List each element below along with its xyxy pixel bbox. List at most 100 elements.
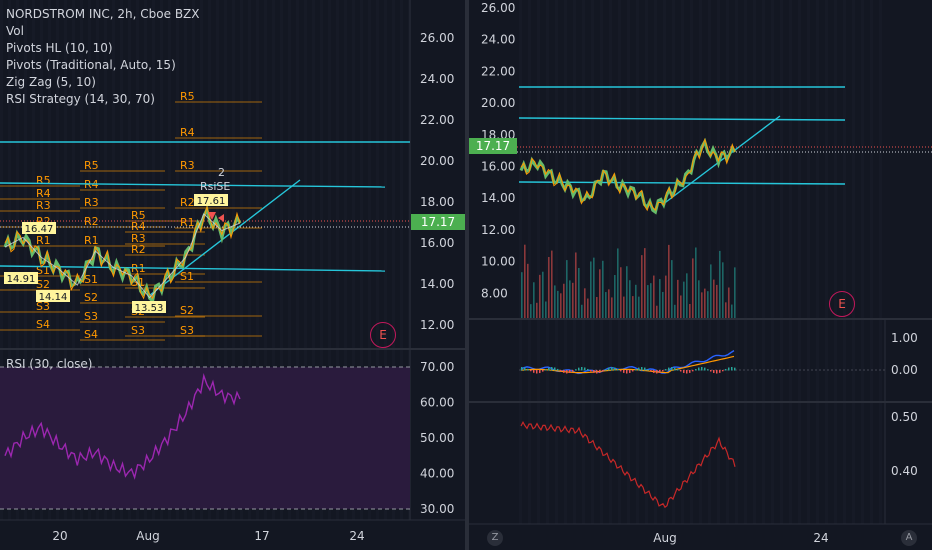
macd-hist-bar (680, 370, 682, 372)
macd-hist-bar (728, 367, 730, 371)
volume-bar (632, 296, 634, 318)
legend-vol[interactable]: Vol (6, 24, 24, 38)
volume-bar (590, 261, 592, 318)
stripe (168, 0, 171, 520)
volume-bar (722, 262, 724, 318)
macd-hist-bar (623, 370, 625, 373)
sell-marker-icon (218, 214, 224, 222)
trend-line[interactable] (661, 115, 781, 206)
volume-bar (578, 268, 580, 318)
macd-hist-bar (599, 370, 601, 373)
volume-bar (644, 248, 646, 318)
legend-rsi-strategy[interactable]: RSI Strategy (14, 30, 70) (6, 92, 155, 106)
stripe (352, 0, 355, 520)
stripe (753, 0, 756, 524)
volume-bar (530, 304, 532, 318)
time-tick-label: 24 (813, 531, 828, 545)
time-tick-label: 24 (349, 529, 364, 543)
support-line[interactable] (0, 265, 386, 272)
stripe (807, 0, 810, 524)
volume-bar (728, 287, 730, 318)
price-axis: 26.00 24.00 22.00 20.00 18.00 16.00 14.00 12.00 (420, 31, 454, 332)
legend-symbol[interactable]: NORDSTROM INC, 2h, Cboe BZX (6, 7, 200, 21)
annotations: 16.47 14.91 14.14 13.53 17.61 2 RsiSE (4, 166, 230, 314)
price-tick-label: 12.00 (481, 223, 515, 237)
stripe (663, 0, 666, 524)
price-tick-label: 14.00 (481, 191, 515, 205)
volume-bar (695, 247, 697, 318)
resistance-line-mid[interactable] (518, 117, 846, 121)
pivot-label: R2 (180, 196, 195, 209)
pivot-label: S3 (180, 324, 194, 337)
trend-line[interactable] (149, 179, 301, 296)
pivot-label: R5 (84, 159, 99, 172)
macd-hist-bar (614, 367, 616, 371)
stripe (72, 0, 75, 520)
volume-bar (548, 257, 550, 318)
volume-bar (638, 296, 640, 318)
volume-bar (635, 284, 637, 318)
price-tick-label: 16.00 (481, 160, 515, 174)
pivot-label: S4 (36, 318, 50, 331)
rsi-pane-title[interactable]: RSI (30, close) (6, 357, 93, 371)
zoom-button[interactable]: Z (487, 530, 503, 546)
stripe (112, 0, 115, 520)
volume-bar (563, 283, 565, 318)
legend-pivots-traditional[interactable]: Pivots (Traditional, Auto, 15) (6, 58, 176, 72)
stripe (843, 0, 846, 524)
macd-hist-bar (707, 369, 709, 371)
stripe (654, 0, 657, 524)
earnings-badge[interactable]: E (370, 322, 396, 348)
stripe (144, 0, 147, 520)
pivot-label: R1 (84, 234, 99, 247)
left-chart-canvas[interactable]: R5R4R3R2R1S1S2S3S4R5R4R3R2R1S1S2S3S4R5R4… (0, 0, 465, 550)
macd-hist-bar (689, 370, 691, 373)
volume-bar (704, 288, 706, 318)
volume-bar (596, 296, 598, 318)
pivot-label: S2 (180, 304, 194, 317)
right-chart-canvas[interactable]: 26.0024.0022.0020.0018.0016.0014.0012.00… (469, 0, 932, 550)
stripe (320, 0, 323, 520)
panel-divider[interactable] (465, 0, 469, 550)
current-price-label: 17.17 (421, 215, 455, 229)
price-tick-label: 12.00 (420, 318, 454, 332)
macd-hist-bar (722, 370, 724, 372)
volume-bar (557, 290, 559, 318)
macd-hist-bar (647, 369, 649, 371)
pivot-label: R1 (180, 216, 195, 229)
volume-bar (614, 275, 616, 318)
volume-bar (587, 298, 589, 318)
right-chart-panel[interactable]: 26.00 24.00 22.00 20.00 18.00 16.00 14.00 12.00… (469, 0, 932, 550)
volume-bar (662, 291, 664, 318)
legend-zigzag[interactable]: Zig Zag (5, 10) (6, 75, 96, 89)
ratio-axis: 0.50 0.40 (891, 410, 918, 478)
volume-bar (692, 258, 694, 318)
stripe (744, 0, 747, 524)
stripe (636, 0, 639, 524)
volume-bar (620, 267, 622, 318)
stripe (591, 0, 594, 524)
stripe (96, 0, 99, 520)
macd-hist-bar (650, 370, 652, 372)
resistance-line-mid[interactable] (0, 182, 386, 188)
macd-hist-bar (605, 369, 607, 371)
volume-bar (521, 272, 523, 318)
auto-scale-button[interactable]: A (901, 530, 917, 546)
current-price-tag (411, 214, 465, 230)
macd-hist-bar (575, 369, 577, 371)
pivot-label: R3 (36, 199, 51, 212)
volume-bar (593, 257, 595, 318)
label-box-1414 (36, 290, 70, 302)
macd-hist-bar (635, 369, 637, 371)
volume-bar (686, 273, 688, 318)
stripe (208, 0, 211, 520)
stripe (152, 0, 155, 520)
left-chart-panel[interactable]: R5 R4 R3 R2 R1 S1 S2 S3 S4 R5 R4 R3 R2 R1 S1 S2 S3 S4 R5 R4… (0, 0, 465, 550)
stripe (672, 0, 675, 524)
stripe (879, 0, 882, 524)
earnings-badge[interactable]: E (829, 291, 855, 317)
legend-pivots-hl[interactable]: Pivots HL (10, 10) (6, 41, 113, 55)
macd-hist-bar (581, 367, 583, 371)
macd-hist-bar (686, 370, 688, 374)
macd-hist-bar (521, 367, 523, 371)
